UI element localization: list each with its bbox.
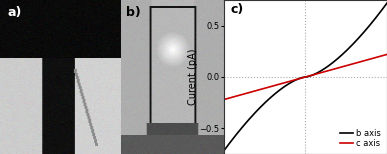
Text: a): a) <box>7 6 22 19</box>
c axis <box>359 61 364 62</box>
b axis <box>369 22 374 24</box>
Line: b axis: b axis <box>224 3 387 151</box>
c axis <box>318 72 323 74</box>
c axis <box>385 53 387 55</box>
Text: b): b) <box>126 6 141 19</box>
Line: c axis: c axis <box>224 54 387 100</box>
Text: c): c) <box>230 3 243 16</box>
b axis <box>222 149 227 151</box>
Y-axis label: Curent (pA): Curent (pA) <box>188 49 198 105</box>
c axis <box>222 99 227 100</box>
b axis <box>318 70 323 72</box>
c axis <box>369 58 374 60</box>
c axis <box>321 71 326 73</box>
c axis <box>221 99 226 101</box>
b axis <box>221 150 226 152</box>
Legend: b axis, c axis: b axis, c axis <box>339 127 383 150</box>
b axis <box>385 2 387 4</box>
c axis <box>319 72 323 74</box>
b axis <box>321 68 326 70</box>
b axis <box>359 34 364 36</box>
b axis <box>319 70 323 72</box>
